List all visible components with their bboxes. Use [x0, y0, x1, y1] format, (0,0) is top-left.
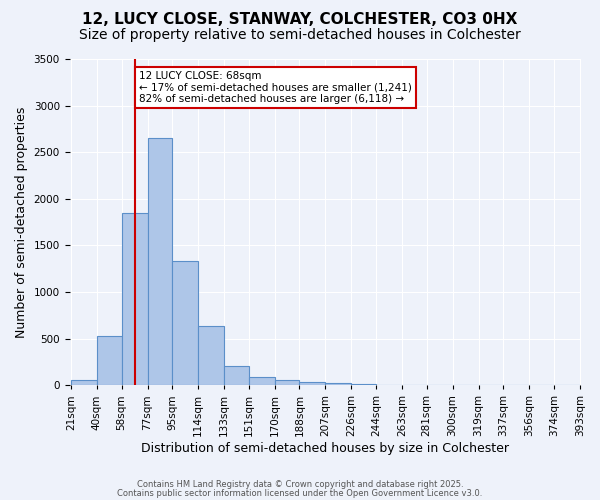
Bar [249, 377, 275, 386]
Bar [224, 366, 249, 386]
Text: 12, LUCY CLOSE, STANWAY, COLCHESTER, CO3 0HX: 12, LUCY CLOSE, STANWAY, COLCHESTER, CO3… [82, 12, 518, 28]
Bar [172, 262, 198, 386]
Text: 12 LUCY CLOSE: 68sqm
← 17% of semi-detached houses are smaller (1,241)
82% of se: 12 LUCY CLOSE: 68sqm ← 17% of semi-detac… [139, 71, 412, 104]
Bar [299, 382, 325, 386]
Bar [122, 213, 148, 386]
Text: Contains HM Land Registry data © Crown copyright and database right 2025.: Contains HM Land Registry data © Crown c… [137, 480, 463, 489]
Bar [97, 336, 122, 386]
Text: Size of property relative to semi-detached houses in Colchester: Size of property relative to semi-detach… [79, 28, 521, 42]
Y-axis label: Number of semi-detached properties: Number of semi-detached properties [15, 106, 28, 338]
Text: Contains public sector information licensed under the Open Government Licence v3: Contains public sector information licen… [118, 488, 482, 498]
Bar [352, 384, 376, 386]
Bar [71, 380, 97, 386]
X-axis label: Distribution of semi-detached houses by size in Colchester: Distribution of semi-detached houses by … [142, 442, 509, 455]
Bar [148, 138, 172, 386]
Bar [275, 380, 299, 386]
Bar [198, 326, 224, 386]
Bar [325, 384, 352, 386]
